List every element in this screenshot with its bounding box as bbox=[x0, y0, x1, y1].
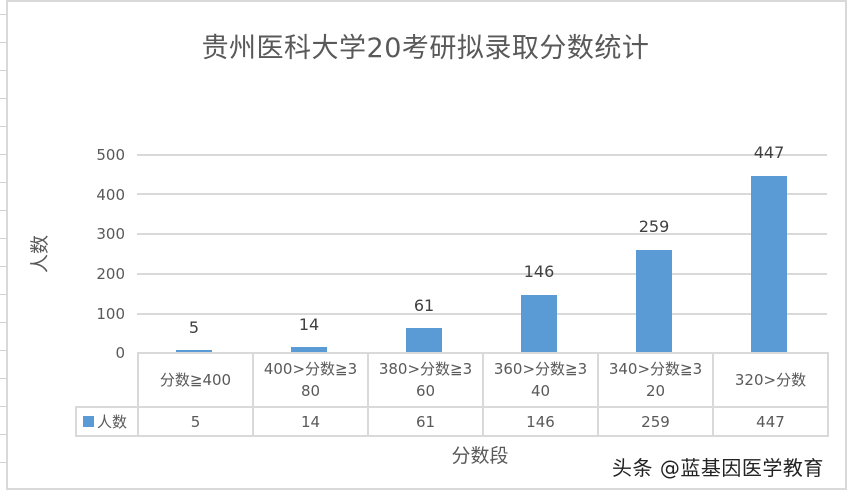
data-label: 5 bbox=[188, 318, 200, 337]
gridline bbox=[137, 154, 827, 156]
table-value-cell: 5 bbox=[137, 406, 254, 437]
table-category-cell: 320>分数 bbox=[712, 352, 829, 408]
table-value-cell: 447 bbox=[712, 406, 829, 437]
bar-360-380[interactable] bbox=[406, 328, 442, 352]
row-divider bbox=[0, 462, 6, 463]
y-tick-0: 0 bbox=[115, 344, 125, 362]
bar-320-340[interactable] bbox=[636, 250, 672, 352]
row-divider bbox=[0, 126, 6, 127]
chart-title: 贵州医科大学20考研拟录取分数统计 bbox=[201, 33, 650, 64]
table-value-cell: 14 bbox=[252, 406, 369, 437]
bar-score-ge-400[interactable] bbox=[176, 350, 212, 352]
y-tick-200: 200 bbox=[96, 265, 125, 283]
data-label: 259 bbox=[638, 217, 670, 236]
row-divider bbox=[0, 434, 6, 435]
table-category-cell: 380>分数≧3 60 bbox=[367, 352, 484, 408]
table-category-cell: 340>分数≧3 20 bbox=[597, 352, 714, 408]
y-tick-500: 500 bbox=[96, 146, 125, 164]
data-label: 14 bbox=[298, 315, 320, 334]
legend-swatch-icon bbox=[83, 416, 94, 427]
table-category-cell: 分数≧400 bbox=[137, 352, 254, 408]
row-divider bbox=[0, 98, 6, 99]
gridline bbox=[137, 233, 827, 235]
row-divider bbox=[0, 238, 6, 239]
gridline bbox=[137, 313, 827, 315]
y-tick-400: 400 bbox=[96, 186, 125, 204]
bar-lt-320[interactable] bbox=[751, 176, 787, 352]
data-label: 61 bbox=[413, 296, 435, 315]
spreadsheet-row-edge bbox=[0, 0, 6, 494]
legend-cell: 人数 bbox=[75, 406, 139, 437]
table-value-cell: 259 bbox=[597, 406, 714, 437]
row-divider bbox=[0, 14, 6, 15]
data-label: 146 bbox=[523, 262, 555, 281]
row-divider bbox=[0, 70, 6, 71]
data-label: 447 bbox=[753, 143, 785, 162]
row-divider bbox=[0, 42, 6, 43]
y-axis-label: 人数 bbox=[29, 234, 51, 273]
row-divider bbox=[0, 294, 6, 295]
bar-380-400[interactable] bbox=[291, 347, 327, 352]
row-divider bbox=[0, 350, 6, 351]
y-tick-100: 100 bbox=[96, 305, 125, 323]
row-divider bbox=[0, 266, 6, 267]
watermark: 头条 @蓝基因医学教育 bbox=[612, 456, 824, 480]
gridline bbox=[137, 273, 827, 275]
table-category-cell: 360>分数≧3 40 bbox=[482, 352, 599, 408]
row-divider bbox=[0, 378, 6, 379]
row-divider bbox=[0, 154, 6, 155]
row-divider bbox=[0, 182, 6, 183]
table-value-cell: 61 bbox=[367, 406, 484, 437]
row-divider bbox=[0, 322, 6, 323]
x-axis-label: 分数段 bbox=[451, 445, 509, 467]
bar-340-360[interactable] bbox=[521, 295, 557, 352]
row-divider bbox=[0, 406, 6, 407]
table-value-cell: 146 bbox=[482, 406, 599, 437]
y-tick-300: 300 bbox=[96, 225, 125, 243]
row-divider bbox=[0, 210, 6, 211]
chart-area[interactable] bbox=[6, 0, 847, 490]
table-category-cell: 400>分数≧3 80 bbox=[252, 352, 369, 408]
gridline bbox=[137, 193, 827, 195]
